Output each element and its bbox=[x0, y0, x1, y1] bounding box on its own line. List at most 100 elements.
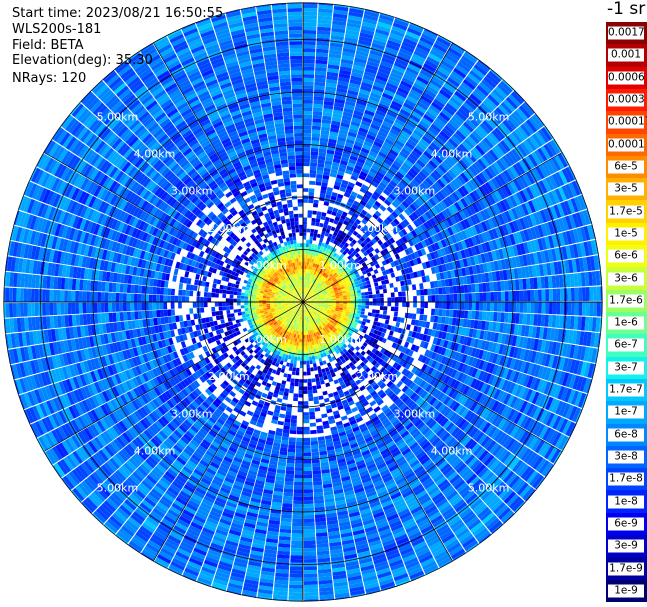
radar-cell bbox=[414, 386, 422, 395]
radar-cell bbox=[467, 116, 480, 128]
radar-cell bbox=[540, 250, 547, 264]
radar-cell bbox=[486, 134, 497, 147]
radar-cell bbox=[502, 323, 508, 334]
radar-cell bbox=[524, 266, 530, 278]
radar-cell bbox=[342, 353, 347, 359]
radar-cell bbox=[305, 280, 308, 284]
radar-cell bbox=[290, 426, 297, 431]
radar-cell bbox=[506, 167, 516, 180]
radar-cell bbox=[328, 306, 332, 308]
radar-cell bbox=[303, 66, 315, 71]
radar-cell bbox=[435, 457, 446, 468]
radar-cell bbox=[460, 124, 472, 136]
radar-cell bbox=[365, 268, 370, 274]
radar-cell bbox=[554, 155, 565, 170]
radar-cell bbox=[395, 265, 401, 271]
radar-cell bbox=[454, 233, 461, 243]
radar-cell bbox=[323, 321, 328, 326]
radar-cell bbox=[446, 325, 452, 333]
radar-cell bbox=[443, 536, 458, 547]
radar-cell bbox=[327, 292, 332, 296]
radar-cell bbox=[540, 339, 547, 353]
radar-cell bbox=[357, 373, 364, 380]
radar-cell bbox=[461, 363, 468, 374]
radar-cell bbox=[364, 277, 370, 282]
radar-cell bbox=[435, 69, 449, 80]
radar-cell bbox=[437, 372, 444, 381]
radar-cell bbox=[417, 141, 428, 151]
radar-cell bbox=[350, 265, 356, 270]
radar-cell bbox=[303, 199, 308, 203]
radar-cell bbox=[441, 331, 447, 340]
radar-cell bbox=[316, 170, 324, 175]
radar-cell bbox=[375, 74, 388, 83]
radar-cell bbox=[314, 324, 318, 329]
radar-cell bbox=[335, 294, 340, 297]
radar-cell bbox=[331, 308, 336, 311]
radar-cell bbox=[364, 10, 379, 18]
radar-cell bbox=[528, 185, 538, 198]
radar-cell bbox=[434, 117, 446, 128]
radar-cell bbox=[565, 373, 573, 388]
radar-cell bbox=[337, 338, 342, 343]
radar-cell bbox=[405, 261, 412, 268]
radar-cell bbox=[460, 373, 468, 384]
radar-cell bbox=[492, 364, 499, 375]
radar-cell bbox=[451, 359, 458, 369]
radar-cell bbox=[297, 408, 303, 413]
radar-cell bbox=[408, 330, 413, 337]
radar-cell bbox=[315, 292, 319, 295]
radar-cell bbox=[401, 346, 408, 354]
radar-cell bbox=[416, 76, 429, 86]
radar-cell bbox=[446, 122, 458, 133]
radar-cell bbox=[461, 436, 472, 447]
radar-cell bbox=[490, 302, 495, 312]
radar-cell bbox=[562, 231, 569, 246]
radar-cell bbox=[308, 306, 312, 310]
radar-cell bbox=[531, 326, 537, 338]
radar-cell bbox=[344, 142, 354, 148]
radar-cell bbox=[412, 201, 420, 210]
radar-cell bbox=[304, 295, 306, 299]
radar-cell bbox=[421, 168, 430, 177]
radar-cell bbox=[526, 337, 532, 350]
radar-cell bbox=[540, 145, 551, 160]
radar-cell bbox=[295, 371, 300, 376]
radar-cell bbox=[506, 196, 515, 209]
radar-cell bbox=[506, 269, 512, 280]
radar-cell bbox=[356, 313, 361, 317]
radar-cell bbox=[348, 82, 361, 89]
radar-cell bbox=[548, 175, 558, 189]
radar-cell bbox=[590, 224, 596, 239]
radar-cell bbox=[523, 229, 530, 242]
radar-cell bbox=[387, 302, 392, 307]
radar-cell bbox=[503, 512, 515, 524]
radar-cell bbox=[430, 352, 437, 360]
radar-cell bbox=[503, 421, 514, 434]
radar-cell bbox=[305, 342, 308, 346]
radar-cell bbox=[471, 357, 478, 368]
radar-cell bbox=[382, 369, 389, 376]
radar-cell bbox=[325, 156, 333, 162]
radar-cell bbox=[330, 275, 335, 279]
radar-cell bbox=[429, 408, 438, 418]
radar-cell bbox=[310, 429, 317, 435]
radar-cell bbox=[370, 328, 375, 334]
radar-cell bbox=[453, 67, 467, 79]
radar-cell bbox=[317, 296, 321, 299]
radar-cell bbox=[528, 153, 538, 167]
radar-cell bbox=[482, 292, 487, 302]
radar-cell bbox=[473, 338, 480, 348]
radar-cell bbox=[359, 376, 366, 383]
radar-cell bbox=[434, 361, 441, 370]
radar-cell bbox=[461, 140, 472, 152]
radar-cell bbox=[298, 338, 302, 343]
radar-cell bbox=[402, 468, 414, 477]
radar-cell bbox=[324, 330, 329, 335]
radar-cell bbox=[344, 284, 349, 289]
radar-cell bbox=[369, 372, 376, 379]
radar-cell bbox=[460, 82, 474, 93]
radar-cell bbox=[303, 430, 310, 435]
radar-cell bbox=[462, 79, 476, 90]
radar-cell bbox=[478, 283, 483, 293]
